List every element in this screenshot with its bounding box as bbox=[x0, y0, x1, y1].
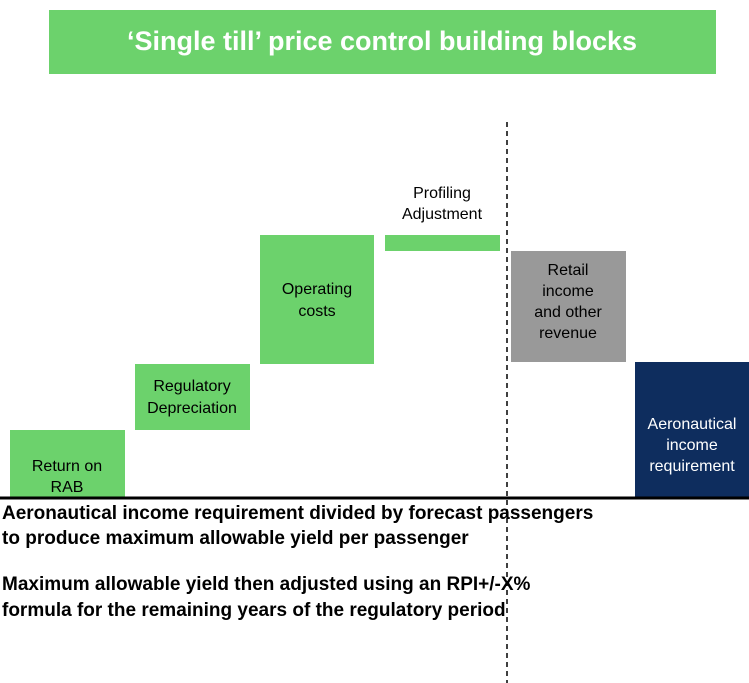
block bbox=[135, 364, 250, 430]
block-label: and other bbox=[534, 304, 602, 321]
block-label: requirement bbox=[649, 458, 735, 475]
block bbox=[10, 430, 125, 497]
block bbox=[635, 362, 749, 497]
block-label: Adjustment bbox=[402, 206, 483, 223]
note: formula for the remaining years of the r… bbox=[2, 600, 506, 621]
block-label: Profiling bbox=[413, 185, 471, 202]
block-label: RAB bbox=[51, 479, 84, 496]
title: ‘Single till’ price control building blo… bbox=[127, 26, 637, 56]
block-label: income bbox=[666, 437, 718, 454]
block-label: costs bbox=[298, 303, 335, 320]
block-label: Return on bbox=[32, 458, 102, 475]
note: Aeronautical income requirement divided … bbox=[2, 503, 593, 524]
block bbox=[385, 235, 500, 251]
block bbox=[511, 251, 626, 362]
note: Maximum allowable yield then adjusted us… bbox=[2, 574, 531, 595]
block-label: Aeronautical bbox=[648, 416, 737, 433]
note: to produce maximum allowable yield per p… bbox=[2, 528, 469, 549]
block-label: Retail bbox=[548, 262, 589, 279]
block-label: Operating bbox=[282, 281, 352, 298]
block-label: Regulatory bbox=[153, 378, 230, 395]
block-label: income bbox=[542, 283, 594, 300]
block-label: Depreciation bbox=[147, 400, 237, 417]
block-label: revenue bbox=[539, 325, 597, 342]
title-banner bbox=[49, 10, 716, 74]
block bbox=[260, 235, 374, 364]
